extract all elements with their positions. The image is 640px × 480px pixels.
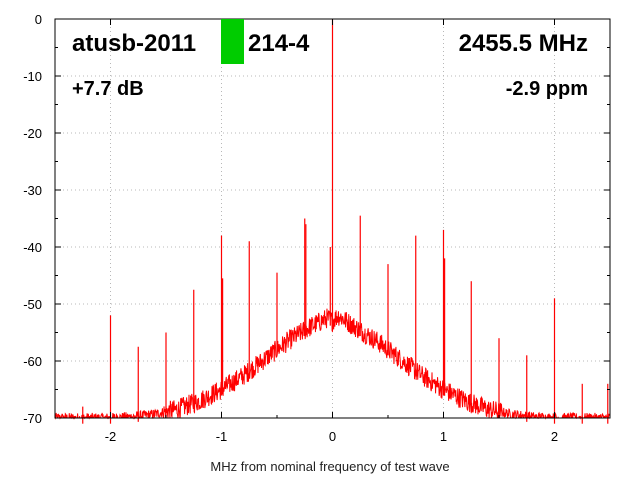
x-tick-label: 0 <box>329 429 336 444</box>
x-tick-label: -2 <box>105 429 117 444</box>
spur-series <box>82 19 609 424</box>
y-tick-label: -60 <box>23 354 42 369</box>
y-tick-label: 0 <box>35 12 42 27</box>
frequency-label: 2455.5 MHz <box>459 30 588 57</box>
x-tick-label: -1 <box>216 429 228 444</box>
y-tick-label: -70 <box>23 411 42 426</box>
noise-floor-series <box>54 308 611 420</box>
x-tick-label: 1 <box>440 429 447 444</box>
x-tick-label: 2 <box>551 429 558 444</box>
y-tick-label: -10 <box>23 69 42 84</box>
y-tick-label: -50 <box>23 297 42 312</box>
y-tick-label: -30 <box>23 183 42 198</box>
x-axis-title: MHz from nominal frequency of test wave <box>210 459 449 474</box>
redaction-marker <box>221 19 244 64</box>
device-label-right: 214-4 <box>248 30 310 57</box>
offset-label: -2.9 ppm <box>506 78 588 100</box>
noise-floor-line <box>54 308 611 420</box>
gain-label: +7.7 dB <box>72 78 144 100</box>
y-tick-label: -40 <box>23 240 42 255</box>
y-tick-label: -20 <box>23 126 42 141</box>
axis-ticks: -2 -1 0 1 20-10-20-30-40-50-60-70 <box>23 12 611 444</box>
device-label-left: atusb-2011 <box>72 30 196 57</box>
